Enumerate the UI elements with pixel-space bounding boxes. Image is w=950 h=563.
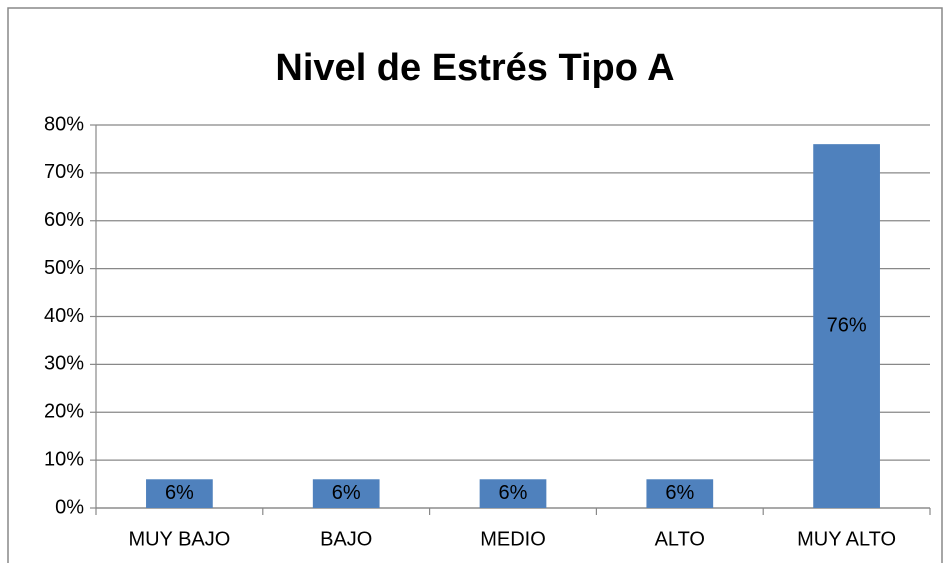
x-tick-label: MUY ALTO (797, 528, 896, 550)
x-tick-label: BAJO (320, 528, 372, 550)
y-tick-label: 40% (44, 305, 84, 327)
y-tick-label: 20% (44, 401, 84, 423)
y-tick-label: 0% (55, 496, 84, 518)
bar (146, 479, 213, 508)
y-tick-label: 10% (44, 448, 84, 470)
data-label: 6% (665, 482, 694, 504)
y-tick-label: 50% (44, 257, 84, 279)
data-label: 6% (165, 482, 194, 504)
y-tick-label: 30% (44, 353, 84, 375)
data-label: 6% (332, 482, 361, 504)
bar (479, 479, 547, 508)
bar (813, 144, 880, 508)
data-label: 6% (499, 482, 528, 504)
bar (646, 479, 714, 508)
chart-title: Nivel de Estrés Tipo A (275, 47, 674, 89)
y-tick-label: 70% (44, 161, 84, 183)
data-label: 76% (827, 314, 867, 336)
bar (312, 479, 380, 508)
x-tick-label: MUY BAJO (128, 528, 230, 550)
x-tick-label: ALTO (655, 528, 705, 550)
x-tick-label: MEDIO (480, 528, 546, 550)
chart-border (7, 7, 943, 563)
y-tick-label: 80% (44, 113, 84, 135)
y-tick-label: 60% (44, 209, 84, 231)
